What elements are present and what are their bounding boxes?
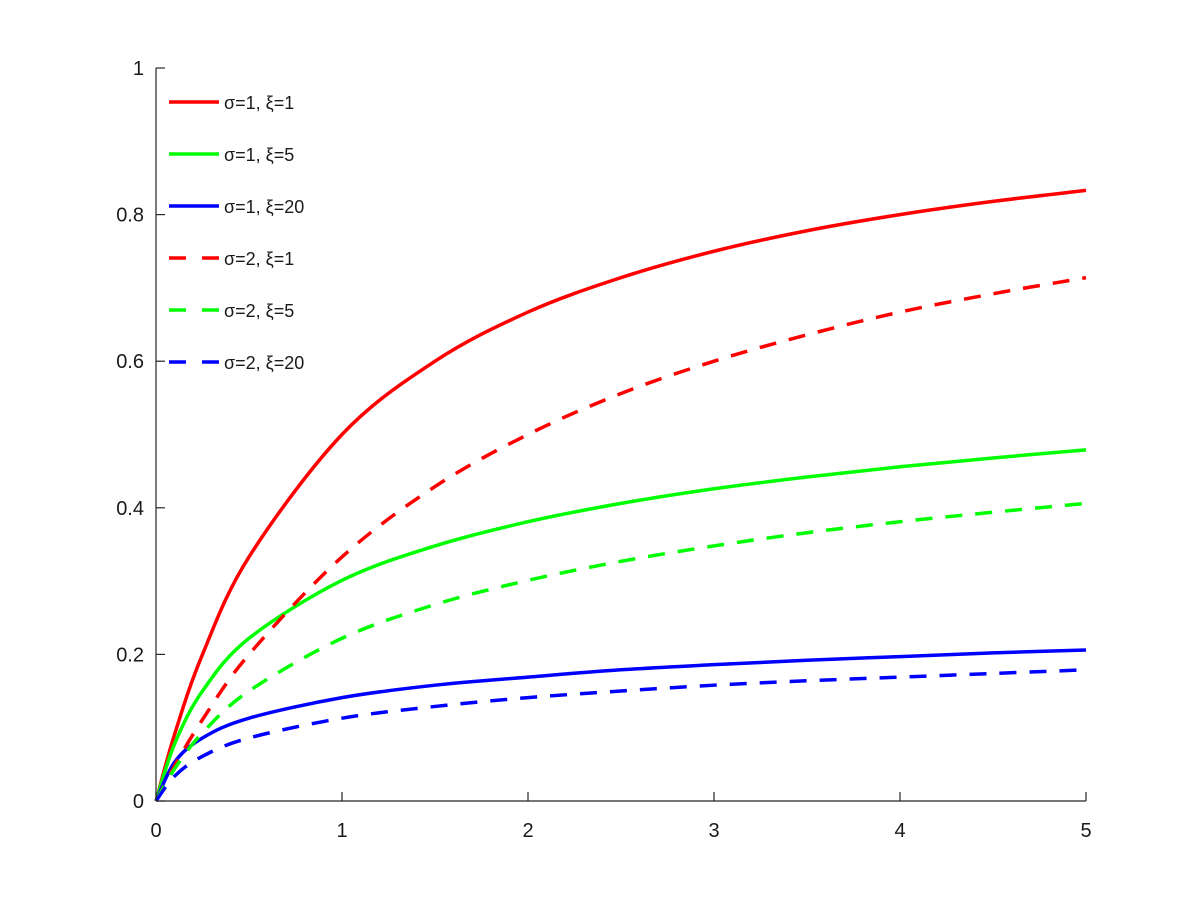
- legend-item: σ=1, ξ=5: [169, 145, 294, 165]
- y-tick-label: 1: [133, 58, 144, 80]
- legend-item: σ=1, ξ=1: [169, 93, 294, 113]
- legend-item: σ=2, ξ=5: [169, 301, 294, 321]
- y-tick-label: 0.8: [116, 205, 144, 227]
- series-line-2: [154, 448, 1087, 802]
- legend-item: σ=2, ξ=20: [169, 353, 304, 373]
- y-tick-label: 0: [133, 791, 144, 813]
- series-line-6: [154, 668, 1087, 803]
- plot-lines: [154, 188, 1087, 803]
- legend-label: σ=2, ξ=5: [224, 301, 294, 321]
- legend-label: σ=1, ξ=20: [224, 197, 304, 217]
- x-tick-label: 5: [1080, 820, 1091, 842]
- legend-label: σ=1, ξ=1: [224, 93, 294, 113]
- legend: σ=1, ξ=1 σ=1, ξ=5 σ=1, ξ=20 σ=2, ξ=1 σ=2, ξ=…: [169, 93, 304, 373]
- x-tick-label: 4: [894, 820, 905, 842]
- series-line-1: [154, 188, 1087, 802]
- x-tick-label: 0: [150, 820, 161, 842]
- y-tick-label: 0.6: [116, 351, 144, 373]
- y-tick-label: 0.2: [116, 644, 144, 666]
- legend-item: σ=1, ξ=20: [169, 197, 304, 217]
- legend-label: σ=2, ξ=1: [224, 249, 294, 269]
- series-line-3: [154, 648, 1087, 802]
- legend-label: σ=2, ξ=20: [224, 353, 304, 373]
- y-tick-label: 0.4: [116, 498, 144, 520]
- x-ticks: 0 1 2 3 4 5: [150, 792, 1092, 842]
- y-ticks: 0 0.2 0.4 0.6 0.8 1: [116, 58, 165, 813]
- x-tick-label: 2: [522, 820, 533, 842]
- legend-item: σ=2, ξ=1: [169, 249, 294, 269]
- series-line-5: [154, 501, 1087, 802]
- x-tick-label: 1: [336, 820, 347, 842]
- axes: 0 1 2 3 4 5 0 0.2 0.4 0.6 0.8 1: [116, 58, 1091, 842]
- legend-label: σ=1, ξ=5: [224, 145, 294, 165]
- x-tick-label: 3: [708, 820, 719, 842]
